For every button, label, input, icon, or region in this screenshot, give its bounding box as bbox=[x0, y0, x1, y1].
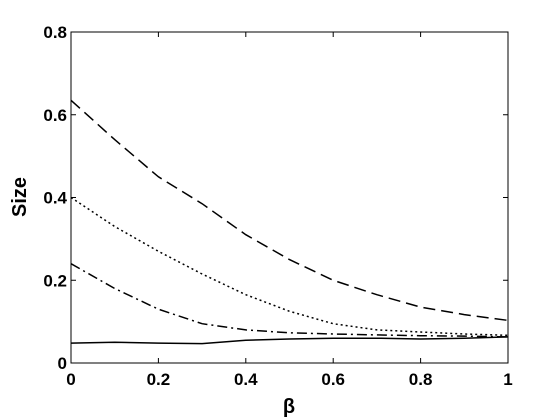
series-line-solid bbox=[70, 336, 509, 345]
x-tick-label: 0.8 bbox=[409, 370, 433, 389]
y-tick-label: 0.4 bbox=[43, 189, 67, 208]
series-line-dash-dot bbox=[70, 263, 509, 338]
x-tick-label: 0.4 bbox=[234, 370, 258, 389]
y-tick-label: 0 bbox=[58, 354, 67, 373]
y-tick-label: 0.2 bbox=[43, 271, 67, 290]
series-line-dashed bbox=[70, 99, 509, 322]
x-tick-label: 0.2 bbox=[147, 370, 171, 389]
series-line-dotted bbox=[70, 196, 509, 337]
x-axis-title: β bbox=[283, 396, 295, 418]
x-tick-label: 1 bbox=[503, 370, 512, 389]
x-tick-label: 0 bbox=[66, 370, 75, 389]
x-tick-label: 0.6 bbox=[321, 370, 345, 389]
y-tick-label: 0.6 bbox=[43, 106, 67, 125]
y-tick-label: 0.8 bbox=[43, 23, 67, 42]
plot-area bbox=[70, 31, 509, 364]
y-axis-title: Size bbox=[9, 177, 31, 217]
